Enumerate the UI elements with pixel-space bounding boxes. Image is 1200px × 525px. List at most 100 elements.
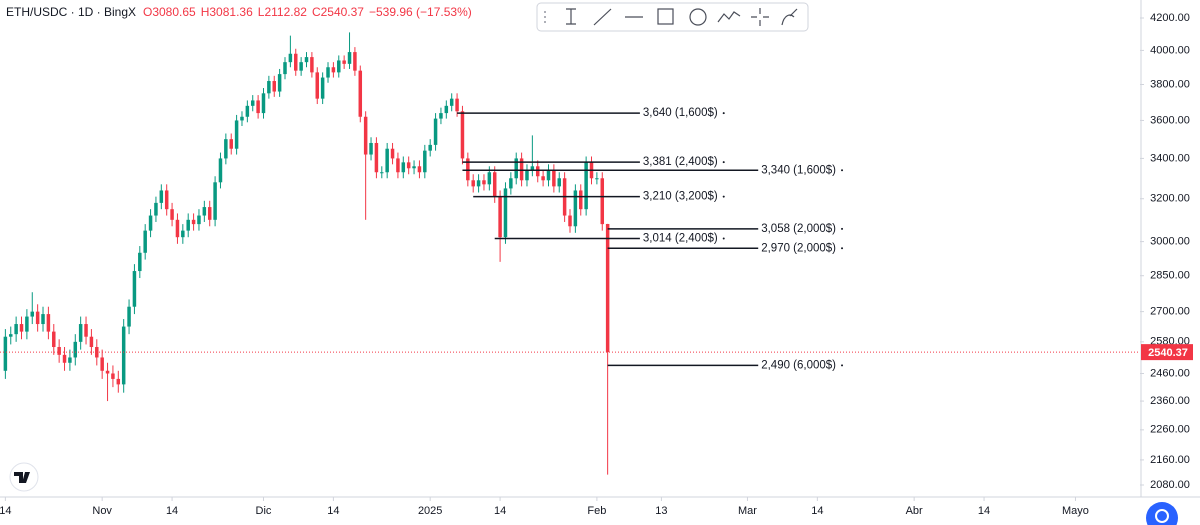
candle-body bbox=[277, 74, 282, 92]
x-tick-label: 14 bbox=[0, 505, 12, 517]
candle-body bbox=[315, 72, 320, 99]
candle-body bbox=[127, 306, 131, 327]
candle-body bbox=[19, 324, 24, 332]
ohlc-value: −539.96 (−17.53%) bbox=[369, 5, 472, 19]
x-tick-label: Mayo bbox=[1062, 505, 1089, 517]
grip bbox=[544, 16, 546, 18]
x-tick-label: 14 bbox=[166, 505, 178, 517]
candle-body bbox=[224, 139, 228, 159]
last-price-tag bbox=[1141, 344, 1193, 361]
candle-body bbox=[288, 53, 293, 63]
candle-body bbox=[337, 60, 341, 73]
candle-body bbox=[57, 347, 61, 355]
candle-body bbox=[519, 158, 524, 181]
candle-body bbox=[25, 316, 29, 332]
grip bbox=[544, 21, 546, 23]
candle-body bbox=[482, 180, 486, 185]
candle-body bbox=[320, 77, 325, 99]
candle-body bbox=[487, 172, 492, 185]
candle-body bbox=[342, 60, 346, 64]
candle-body bbox=[326, 67, 330, 78]
tool-icon[interactable] bbox=[657, 8, 674, 25]
price-level-label: 3,014 (2,400$) bbox=[643, 233, 718, 245]
last-price-label: 2540.37 bbox=[1148, 347, 1188, 359]
tool-icon[interactable] bbox=[593, 8, 612, 26]
candle-body bbox=[256, 100, 260, 114]
candle-body bbox=[331, 67, 336, 73]
y-tick-label: 3600.00 bbox=[1150, 114, 1190, 126]
y-tick-label: 2080.00 bbox=[1150, 479, 1190, 491]
candle-body bbox=[449, 98, 454, 106]
price-level-label: 3,058 (2,000$) bbox=[761, 223, 836, 235]
x-tick-label: Abr bbox=[906, 505, 923, 517]
tool-icon[interactable] bbox=[717, 11, 741, 23]
y-tick-label: 4200.00 bbox=[1150, 12, 1190, 24]
candle-body bbox=[105, 370, 110, 374]
candle-body bbox=[444, 105, 449, 114]
candle-body bbox=[568, 215, 572, 227]
label-dot bbox=[841, 169, 844, 172]
drawing-toolbar[interactable] bbox=[536, 2, 809, 32]
candle-body bbox=[170, 209, 174, 220]
candle-body bbox=[121, 326, 126, 385]
candle-body bbox=[428, 144, 432, 151]
y-tick-label: 3400.00 bbox=[1150, 152, 1190, 164]
y-tick-label: 2850.00 bbox=[1150, 270, 1190, 282]
candle-body bbox=[143, 230, 147, 253]
candle-body bbox=[250, 100, 255, 106]
label-dot bbox=[841, 227, 844, 230]
tool-icon[interactable] bbox=[751, 8, 769, 26]
candle-body bbox=[154, 202, 158, 216]
candle-body bbox=[197, 215, 201, 225]
x-tick-label: Nov bbox=[92, 505, 112, 517]
candle-body bbox=[229, 139, 233, 149]
candle-body bbox=[191, 219, 196, 225]
y-tick-label: 2460.00 bbox=[1150, 367, 1190, 379]
candle-body bbox=[9, 334, 13, 337]
candle-body bbox=[186, 219, 190, 231]
candle-body bbox=[202, 207, 207, 216]
candle-body bbox=[347, 52, 352, 64]
candle-body bbox=[138, 252, 142, 272]
candle-body bbox=[62, 354, 67, 363]
candle-body bbox=[41, 314, 45, 325]
symbol-title: ETH/USDC · 1D · BingX bbox=[6, 5, 136, 19]
candle-body bbox=[35, 311, 40, 325]
price-level-label: 2,970 (2,000$) bbox=[761, 242, 836, 254]
price-level-label: 3,210 (3,200$) bbox=[643, 191, 718, 203]
y-tick-label: 2700.00 bbox=[1150, 306, 1190, 318]
candle-body bbox=[240, 116, 244, 121]
candle-body bbox=[412, 166, 416, 169]
candle-body bbox=[84, 324, 88, 337]
ohlc-value: C2540.37 bbox=[312, 5, 364, 19]
candle-body bbox=[272, 81, 276, 92]
candle-body bbox=[353, 52, 357, 71]
candle-body bbox=[460, 111, 465, 159]
help-button[interactable] bbox=[1146, 502, 1178, 525]
label-dot bbox=[722, 237, 725, 240]
candle-body bbox=[304, 57, 309, 63]
candle-body bbox=[358, 70, 363, 117]
candle-body bbox=[369, 142, 373, 155]
candle-body bbox=[207, 207, 212, 220]
tool-icon[interactable] bbox=[689, 8, 707, 26]
candle-body bbox=[466, 158, 470, 181]
candle-body bbox=[89, 336, 94, 348]
candle-body bbox=[164, 190, 169, 210]
candle-body bbox=[433, 118, 438, 145]
candle-body bbox=[406, 162, 411, 169]
y-tick-label: 2260.00 bbox=[1150, 424, 1190, 436]
tool-icon[interactable] bbox=[781, 8, 798, 26]
candle-body bbox=[579, 190, 583, 210]
y-tick-label: 4000.00 bbox=[1150, 44, 1190, 56]
candle-body bbox=[213, 182, 217, 220]
candle-body bbox=[514, 158, 518, 179]
candle-body bbox=[546, 170, 551, 181]
candle-body bbox=[181, 230, 185, 238]
x-tick-label: Feb bbox=[587, 505, 606, 517]
candle-body bbox=[363, 116, 368, 155]
candle-body bbox=[535, 166, 540, 177]
x-tick-label: Mar bbox=[738, 505, 757, 517]
tool-icon[interactable] bbox=[566, 8, 576, 25]
